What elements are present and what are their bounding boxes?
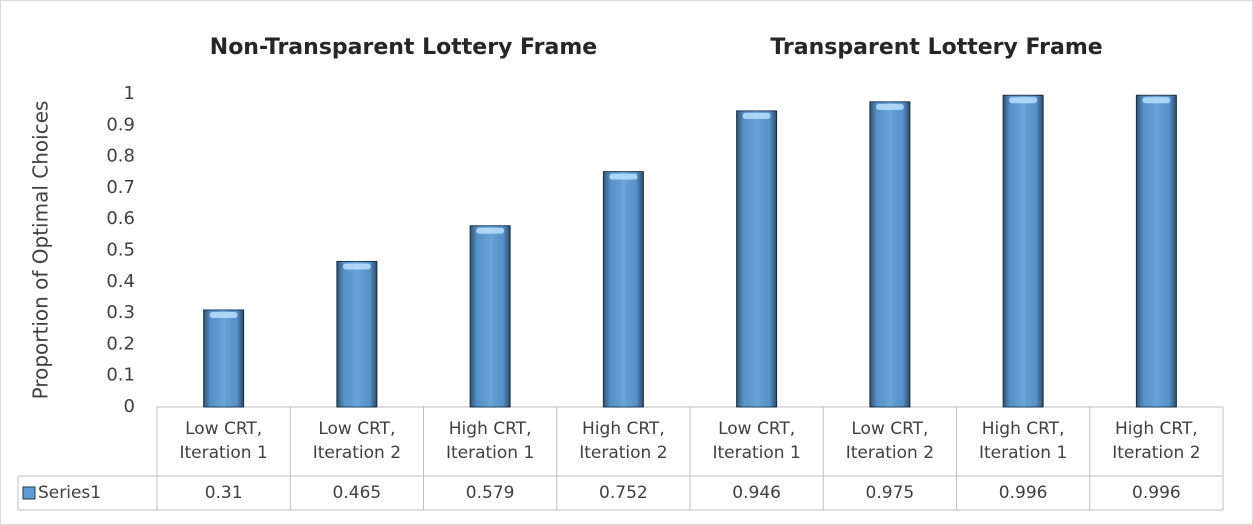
x-tick-label: High CRT, [582,419,665,439]
x-tick-label: Iteration 1 [979,443,1067,463]
table-value: 0.996 [1132,483,1181,503]
table-value: 0.996 [999,483,1048,503]
x-tick-label: Iteration 2 [313,443,401,463]
bar-highlight [609,173,638,180]
y-tick-label: 0.5 [106,240,135,261]
y-tick-label: 0.8 [106,146,135,167]
table-value: 0.946 [732,483,781,503]
y-tick-label: 0.1 [106,365,135,386]
y-tick-label: 0.9 [106,114,135,135]
bar-highlight [209,311,238,318]
bar-shade [1003,95,1044,407]
table-value: 0.752 [599,483,648,503]
y-tick-label: 0.2 [106,333,135,354]
x-tick-label: Iteration 1 [446,443,534,463]
x-tick-label: Low CRT, [851,419,928,439]
y-tick-label: 0.4 [106,271,135,292]
bar-shade [869,101,910,407]
x-tick-label: Iteration 2 [1112,443,1200,463]
y-tick-label: 0.7 [106,177,135,198]
x-tick-label: Iteration 1 [712,443,800,463]
x-tick-label: Iteration 2 [846,443,934,463]
bar-highlight [342,263,371,270]
bar-shade [603,171,644,407]
x-tick-label: Iteration 2 [579,443,667,463]
x-tick-label: Low CRT, [718,419,795,439]
bar-highlight [1142,97,1171,104]
y-tick-label: 1 [124,83,135,104]
group-title: Transparent Lottery Frame [770,35,1102,60]
x-tick-label: Low CRT, [318,419,395,439]
x-tick-label: High CRT, [449,419,532,439]
bar-shade [470,225,511,407]
group-title: Non-Transparent Lottery Frame [210,35,597,60]
bar-highlight [875,103,904,110]
x-tick-label: High CRT, [1115,419,1198,439]
y-tick-label: 0 [124,396,135,417]
table-value: 0.465 [333,483,382,503]
y-tick-label: 0.6 [106,208,135,229]
x-tick-label: Low CRT, [185,419,262,439]
bar-shade [736,110,777,407]
table-value: 0.31 [205,483,243,503]
table-value: 0.975 [866,483,915,503]
legend-label: Series1 [38,483,101,503]
bar-shade [1136,95,1177,407]
bar-highlight [476,227,505,234]
bar-highlight [1009,97,1038,104]
bar-shade [336,261,377,407]
x-tick-label: High CRT, [982,419,1065,439]
y-axis-title: Proportion of Optimal Choices [29,101,53,400]
table-value: 0.579 [466,483,515,503]
y-tick-label: 0.3 [106,302,135,323]
legend-key [22,486,36,500]
bar-shade [203,309,244,407]
x-tick-label: Iteration 1 [179,443,267,463]
bar-highlight [742,112,771,119]
